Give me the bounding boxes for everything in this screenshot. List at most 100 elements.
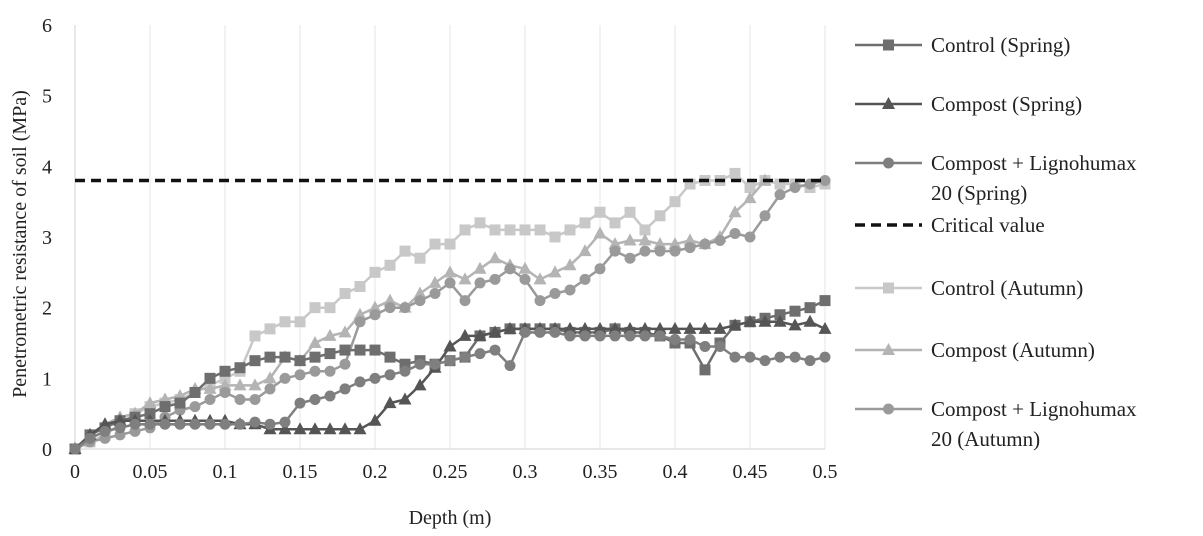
legend-item: Compost (Autumn) xyxy=(855,338,1095,362)
data-point xyxy=(249,416,261,428)
data-point xyxy=(369,344,381,356)
data-point xyxy=(174,397,186,409)
data-point xyxy=(774,351,786,363)
data-point xyxy=(609,245,621,257)
data-point xyxy=(144,418,156,430)
legend-item: Compost + Lignohumax 20 (Spring) xyxy=(855,151,1137,205)
data-point xyxy=(204,418,216,430)
data-point xyxy=(729,351,741,363)
x-tick-label: 0.4 xyxy=(663,461,688,483)
data-point xyxy=(743,314,757,327)
x-tick-label: 0.05 xyxy=(133,461,168,483)
data-point xyxy=(384,369,396,381)
data-point xyxy=(789,182,801,194)
data-point xyxy=(669,333,681,345)
data-point xyxy=(563,258,577,271)
y-tick-label: 6 xyxy=(42,15,52,37)
series-lines xyxy=(68,167,832,455)
data-point xyxy=(234,394,246,406)
data-point xyxy=(249,394,261,406)
data-point xyxy=(399,365,411,377)
data-point xyxy=(369,372,381,384)
data-point xyxy=(773,314,787,327)
data-point xyxy=(219,365,231,377)
data-point xyxy=(248,378,262,391)
legend-swatch-marker xyxy=(883,282,894,294)
data-point xyxy=(459,295,471,307)
data-point xyxy=(579,273,591,285)
data-point xyxy=(263,371,277,384)
x-tick-label: 0 xyxy=(70,461,80,483)
data-point xyxy=(744,351,756,363)
data-point xyxy=(684,178,696,190)
data-point xyxy=(728,205,742,218)
y-tick-label: 2 xyxy=(42,298,52,320)
legend-label: Compost (Autumn) xyxy=(931,338,1095,362)
data-point xyxy=(564,284,576,296)
x-tick-label: 0.35 xyxy=(583,461,618,483)
x-tick-label: 0.25 xyxy=(433,461,468,483)
data-point xyxy=(564,330,576,342)
data-point xyxy=(264,418,276,430)
data-point xyxy=(414,252,426,264)
data-point xyxy=(774,309,786,321)
data-point xyxy=(714,341,726,353)
y-tick-label: 5 xyxy=(42,86,52,108)
data-point xyxy=(818,321,832,334)
data-point xyxy=(159,401,171,413)
data-point xyxy=(669,196,681,208)
data-point xyxy=(339,383,351,395)
data-point xyxy=(578,321,592,334)
data-point xyxy=(579,217,591,229)
data-point xyxy=(189,418,201,430)
data-point xyxy=(159,418,171,430)
y-tick-label: 4 xyxy=(42,156,52,178)
data-point xyxy=(728,318,742,331)
data-point xyxy=(489,273,501,285)
data-point xyxy=(668,321,682,334)
data-point xyxy=(594,330,606,342)
data-point xyxy=(414,295,426,307)
data-point xyxy=(114,422,126,434)
data-point xyxy=(323,422,337,435)
legend-swatch-marker xyxy=(883,157,894,169)
data-point xyxy=(669,245,681,257)
data-point xyxy=(398,392,412,405)
legend-label: Compost (Spring) xyxy=(931,92,1082,116)
data-point xyxy=(533,272,547,285)
data-point xyxy=(608,237,622,250)
data-point xyxy=(443,265,457,278)
data-point xyxy=(309,365,321,377)
legend-swatch-marker xyxy=(883,39,894,51)
data-point xyxy=(353,422,367,435)
legend-label: 20 (Autumn) xyxy=(931,427,1040,451)
legend-item: Compost + Lignohumax 20 (Autumn) xyxy=(855,397,1137,451)
axes: 0 0.05 0.1 0.15 0.2 0.25 0.3 0.35 0.4 0.45 0.5 0 1 2 3… xyxy=(42,15,838,483)
data-point xyxy=(698,321,712,334)
data-point xyxy=(819,174,831,186)
data-point xyxy=(113,413,127,426)
legend-label: Critical value xyxy=(931,213,1045,237)
data-point xyxy=(729,167,741,179)
data-point xyxy=(294,397,306,409)
data-point xyxy=(443,339,457,352)
data-point xyxy=(399,245,411,257)
data-point xyxy=(654,210,666,222)
data-point xyxy=(474,217,486,229)
data-point xyxy=(774,178,786,190)
data-point xyxy=(264,323,276,335)
data-point xyxy=(593,226,607,239)
data-point xyxy=(504,263,516,275)
y-tick-label: 3 xyxy=(42,227,52,249)
data-point xyxy=(624,330,636,342)
data-point xyxy=(204,394,216,406)
data-point xyxy=(744,231,756,243)
data-point xyxy=(399,302,411,314)
data-point xyxy=(219,386,231,398)
data-point xyxy=(174,418,186,430)
data-point xyxy=(278,422,292,435)
legend-label: 20 (Spring) xyxy=(931,181,1027,205)
data-point xyxy=(219,372,231,384)
data-point xyxy=(699,341,711,353)
